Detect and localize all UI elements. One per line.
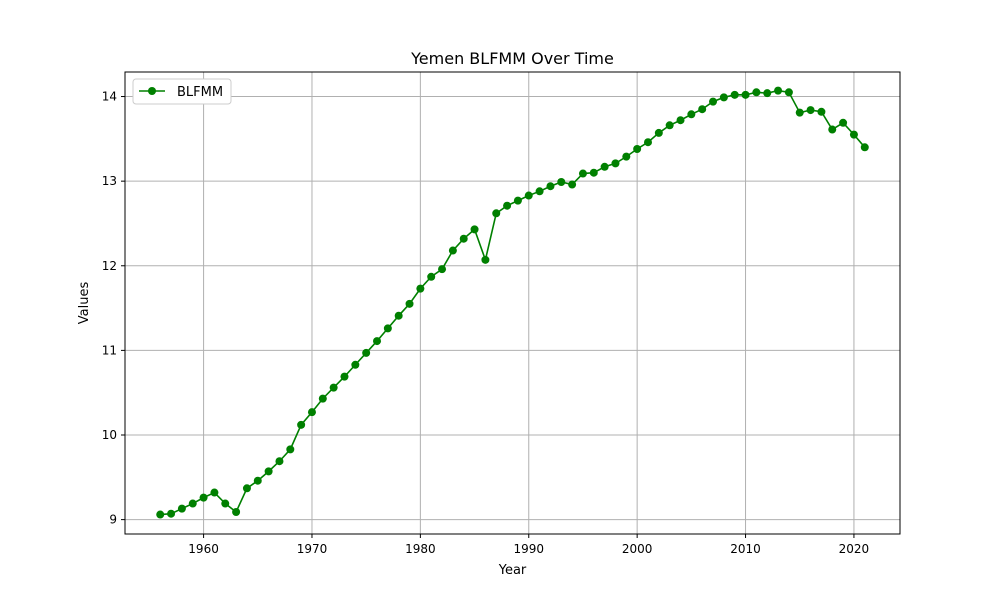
data-point	[177, 504, 186, 513]
y-tick-label: 12	[102, 259, 117, 273]
data-point	[307, 408, 316, 417]
data-point	[221, 499, 230, 508]
data-point	[839, 118, 848, 127]
data-point	[741, 90, 750, 99]
data-point	[557, 178, 566, 186]
data-point	[383, 324, 392, 333]
data-point	[286, 445, 295, 454]
data-point	[470, 225, 479, 234]
data-point	[405, 299, 414, 308]
plot-area-frame	[124, 71, 901, 535]
y-tick-label: 14	[102, 90, 117, 104]
x-tick-label: 1980	[405, 542, 436, 556]
data-point	[535, 187, 544, 196]
data-point	[709, 97, 718, 106]
data-point	[503, 201, 512, 210]
data-point	[665, 121, 674, 130]
data-point	[416, 284, 425, 293]
data-point	[654, 128, 663, 137]
y-axis-label: Values	[77, 282, 92, 325]
data-point	[633, 145, 642, 153]
y-tick-label: 13	[102, 174, 117, 188]
legend-entry-label: BLFMM	[177, 85, 223, 100]
data-point	[253, 476, 262, 485]
data-point	[611, 159, 620, 168]
x-tick-label: 2000	[622, 542, 653, 556]
x-tick-label: 1970	[297, 542, 328, 556]
data-point	[362, 348, 371, 357]
data-point	[156, 510, 165, 519]
data-point	[774, 86, 783, 95]
y-tick-label: 9	[109, 513, 117, 527]
data-point	[546, 182, 555, 191]
series-layer	[156, 86, 869, 519]
data-point	[448, 246, 457, 255]
data-point	[795, 108, 804, 117]
data-point	[167, 509, 176, 518]
x-tick-label: 2020	[839, 542, 870, 556]
data-point	[242, 484, 251, 493]
grid-lines	[125, 72, 900, 534]
data-point	[698, 105, 707, 114]
data-point	[232, 508, 241, 516]
data-point	[730, 90, 739, 99]
y-axis-ticks: 9 10 11 12 13 14	[102, 90, 125, 527]
legend-box	[132, 78, 232, 105]
data-point	[676, 116, 685, 125]
x-axis-ticks: 1960 1970 1980 1990 2000 2010 2020	[188, 534, 869, 556]
data-point	[210, 488, 219, 497]
y-tick-label: 10	[102, 428, 117, 442]
data-point	[752, 88, 761, 97]
data-point	[568, 180, 577, 189]
data-point	[438, 265, 447, 274]
data-point	[589, 168, 598, 177]
data-point	[687, 110, 696, 119]
data-point	[275, 457, 284, 466]
chart-title: Yemen BLFMM Over Time	[410, 49, 614, 68]
data-point	[643, 138, 652, 147]
data-point	[188, 499, 197, 508]
data-point	[849, 130, 858, 139]
x-axis-label: Year	[498, 563, 527, 578]
data-point	[373, 337, 382, 346]
data-point	[860, 143, 869, 152]
data-point	[427, 272, 436, 281]
data-point	[763, 89, 772, 98]
data-point	[199, 493, 208, 502]
data-point	[394, 311, 403, 320]
data-point	[578, 169, 587, 178]
legend: BLFMM	[132, 78, 232, 105]
data-point	[784, 88, 793, 97]
x-tick-label: 1990	[513, 542, 544, 556]
x-tick-label: 2010	[730, 542, 761, 556]
data-point	[481, 255, 490, 264]
data-point	[622, 152, 631, 161]
data-point	[492, 209, 501, 218]
data-point	[806, 106, 815, 115]
data-point	[459, 234, 468, 243]
data-point	[513, 196, 522, 205]
data-point	[524, 191, 533, 200]
data-point	[600, 162, 609, 171]
x-tick-label: 1960	[188, 542, 219, 556]
legend-marker-swatch	[148, 87, 156, 95]
data-point	[264, 467, 273, 476]
data-point	[329, 383, 338, 392]
data-point	[719, 93, 728, 102]
data-point	[318, 394, 327, 403]
data-point	[817, 107, 826, 116]
data-point	[351, 360, 360, 369]
data-point	[340, 372, 349, 381]
data-point	[297, 420, 306, 429]
y-tick-label: 11	[102, 343, 117, 357]
data-point	[828, 125, 837, 134]
